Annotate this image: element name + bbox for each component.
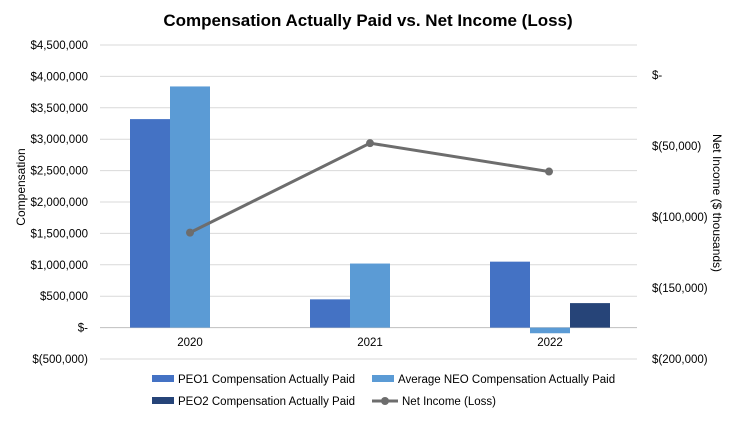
y2-axis-ticks: $(200,000) $(150,000) $(100,000) $(50,000) $… bbox=[652, 70, 708, 366]
bar-average-neo-compensation-actually-paid-2020 bbox=[170, 86, 210, 328]
y-tick-label: $2,500,000 bbox=[30, 166, 88, 178]
bar-peo1-compensation-actually-paid-2020 bbox=[130, 119, 170, 328]
legend-label-net-income-loss-: Net Income (Loss) bbox=[402, 396, 496, 408]
legend-swatch-average-neo-compensation-actually-paid bbox=[372, 375, 394, 382]
y-axis-label: Compensation bbox=[14, 148, 28, 225]
bar-average-neo-compensation-actually-paid-2022 bbox=[530, 327, 570, 334]
x-tick-label: 2022 bbox=[537, 337, 563, 349]
y2-tick-label: $(200,000) bbox=[652, 354, 708, 366]
bar-peo2-compensation-actually-paid-2022 bbox=[570, 303, 610, 328]
net-income-point-2022 bbox=[545, 167, 553, 176]
y-tick-label: $4,000,000 bbox=[30, 71, 88, 83]
chart-title: Compensation Actually Paid vs. Net Incom… bbox=[163, 11, 572, 30]
legend-marker-net-income-loss- bbox=[381, 397, 389, 405]
legend-label-peo2-compensation-actually-paid: PEO2 Compensation Actually Paid bbox=[178, 396, 355, 408]
bar-average-neo-compensation-actually-paid-2021 bbox=[350, 263, 390, 328]
y-tick-label: $500,000 bbox=[40, 291, 88, 303]
y-tick-label: $1,500,000 bbox=[30, 228, 88, 240]
net-income-point-2020 bbox=[186, 228, 194, 237]
bar-peo1-compensation-actually-paid-2022 bbox=[490, 261, 530, 328]
y-tick-label: $3,000,000 bbox=[30, 134, 88, 146]
y2-axis-label: Net Income ($ thousands) bbox=[710, 134, 724, 272]
y2-tick-label: $(100,000) bbox=[652, 212, 708, 224]
legend-label-average-neo-compensation-actually-paid: Average NEO Compensation Actually Paid bbox=[398, 374, 615, 386]
y-tick-label: $3,500,000 bbox=[30, 103, 88, 115]
y-tick-label: $(500,000) bbox=[32, 354, 88, 366]
x-tick-label: 2021 bbox=[357, 337, 383, 349]
x-axis-ticks: 2020 2021 2022 bbox=[177, 337, 563, 349]
legend: PEO1 Compensation Actually Paid Average N… bbox=[152, 374, 615, 408]
x-tick-label: 2020 bbox=[177, 337, 203, 349]
net-income-polyline bbox=[189, 141, 550, 234]
y2-tick-label: $(150,000) bbox=[652, 283, 708, 295]
legend-label-peo1-compensation-actually-paid: PEO1 Compensation Actually Paid bbox=[178, 374, 355, 386]
bars bbox=[130, 86, 610, 334]
net-income-line bbox=[186, 139, 553, 237]
bar-peo1-compensation-actually-paid-2021 bbox=[310, 299, 350, 328]
net-income-point-2021 bbox=[366, 139, 374, 148]
y-tick-label: $4,500,000 bbox=[30, 40, 88, 52]
y-axis-ticks: $(500,000) $- $500,000 $1,000,000 $1,500,000… bbox=[30, 40, 88, 366]
y2-tick-label: $- bbox=[652, 70, 662, 82]
y2-tick-label: $(50,000) bbox=[652, 141, 701, 153]
y-tick-label: $- bbox=[78, 323, 88, 335]
y-tick-label: $2,000,000 bbox=[30, 197, 88, 209]
legend-swatch-peo1-compensation-actually-paid bbox=[152, 375, 174, 382]
y-tick-label: $1,000,000 bbox=[30, 260, 88, 272]
legend-swatch-peo2-compensation-actually-paid bbox=[152, 397, 174, 404]
